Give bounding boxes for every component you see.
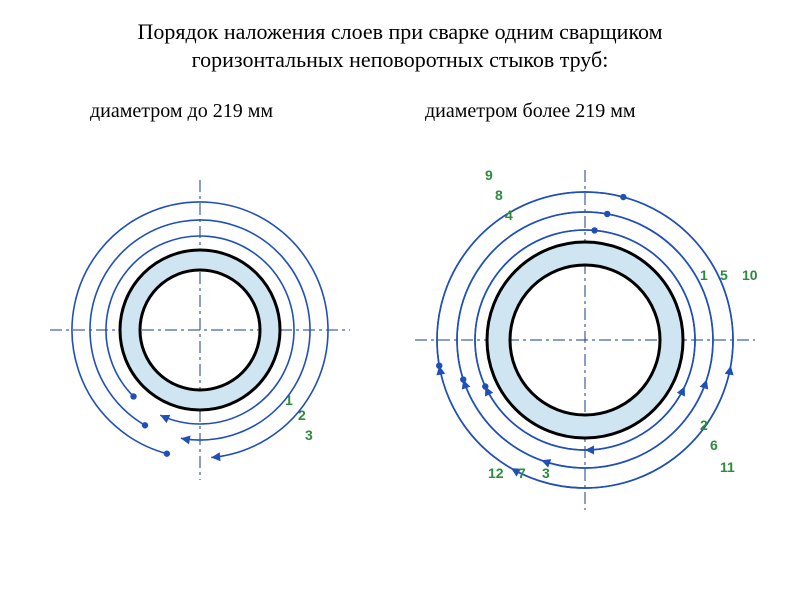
start-dot-icon — [142, 422, 148, 428]
arrow-icon — [211, 452, 220, 461]
diagram-right: 984 15 10 2611 12 73 — [400, 150, 780, 530]
pass-label: 3 — [542, 465, 550, 481]
start-dot-icon — [164, 450, 170, 456]
pass-label: 1 — [700, 267, 708, 283]
pass-label: 2 — [298, 407, 306, 423]
page-title: Порядок наложения слоев при сварке одним… — [0, 0, 800, 73]
page: Порядок наложения слоев при сварке одним… — [0, 0, 800, 600]
diagram-left: 123 — [40, 170, 360, 490]
start-dot-icon — [130, 393, 136, 399]
pass-label: 9 — [485, 167, 493, 183]
pass-label: 11 — [720, 459, 735, 475]
arrow-icon — [585, 446, 594, 455]
pass-label: 7 — [518, 465, 526, 481]
title-line-2: горизонтальных неповоротных стыков труб: — [0, 46, 800, 74]
pass-label: 5 — [720, 267, 728, 283]
title-line-1: Порядок наложения слоев при сварке одним… — [0, 18, 800, 46]
subtitle-left: диаметром до 219 мм — [90, 100, 273, 123]
pass-label: 10 — [742, 267, 758, 283]
pass-label: 2 — [700, 417, 708, 433]
pass-label: 8 — [495, 187, 503, 203]
pass-label: 12 — [488, 465, 504, 481]
pass-label: 6 — [710, 437, 718, 453]
pass-label: 3 — [305, 427, 313, 443]
subtitle-right: диаметром более 219 мм — [425, 100, 636, 123]
arrow-icon — [181, 435, 191, 444]
pass-label: 4 — [505, 207, 513, 223]
